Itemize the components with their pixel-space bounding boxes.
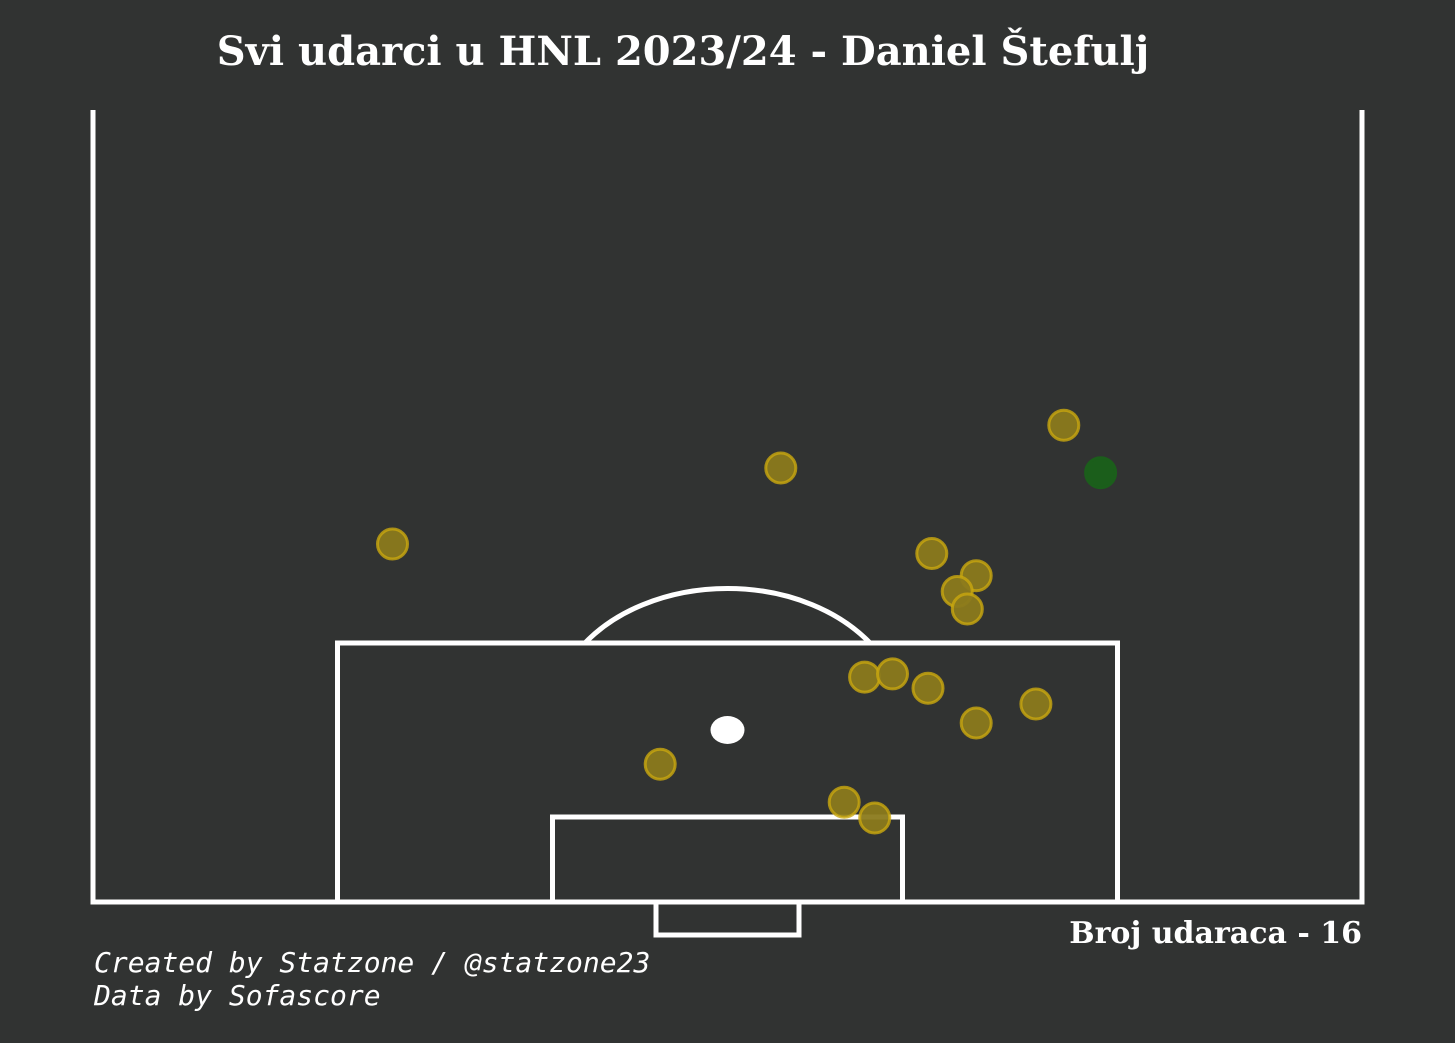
pitch-markings	[90, 110, 1365, 938]
shot-count-label: Broj udaraca - 16	[1069, 916, 1362, 951]
shot-point	[950, 592, 984, 626]
penalty-arc	[583, 586, 872, 645]
penalty-box	[335, 640, 1120, 905]
shot-point	[827, 785, 861, 819]
shot-point	[1047, 408, 1081, 442]
shot-point	[764, 451, 798, 485]
credits-data-source: Data by Sofascore	[94, 979, 381, 1012]
credits-created-by: Created by Statzone / @statzone23	[94, 946, 651, 979]
shot-point	[1019, 687, 1053, 721]
goal-frame	[653, 899, 802, 938]
penalty-spot	[710, 716, 745, 744]
shot-markers	[376, 408, 1118, 835]
shot-point	[376, 527, 409, 561]
shot-point	[959, 706, 993, 740]
shot-point	[643, 747, 677, 781]
shot-point	[915, 537, 949, 570]
credits: Created by Statzone / @statzone23 Data b…	[94, 946, 650, 1012]
shot-point	[848, 660, 882, 694]
shot-point	[876, 657, 909, 691]
chart-title: Svi udarci u HNL 2023/24 - Daniel Šteful…	[216, 28, 1150, 75]
shot-point	[858, 801, 892, 835]
shot-point	[911, 671, 945, 705]
goal-point	[1084, 456, 1118, 490]
pitch-outline	[90, 110, 1365, 905]
six-yard-box	[550, 814, 905, 905]
